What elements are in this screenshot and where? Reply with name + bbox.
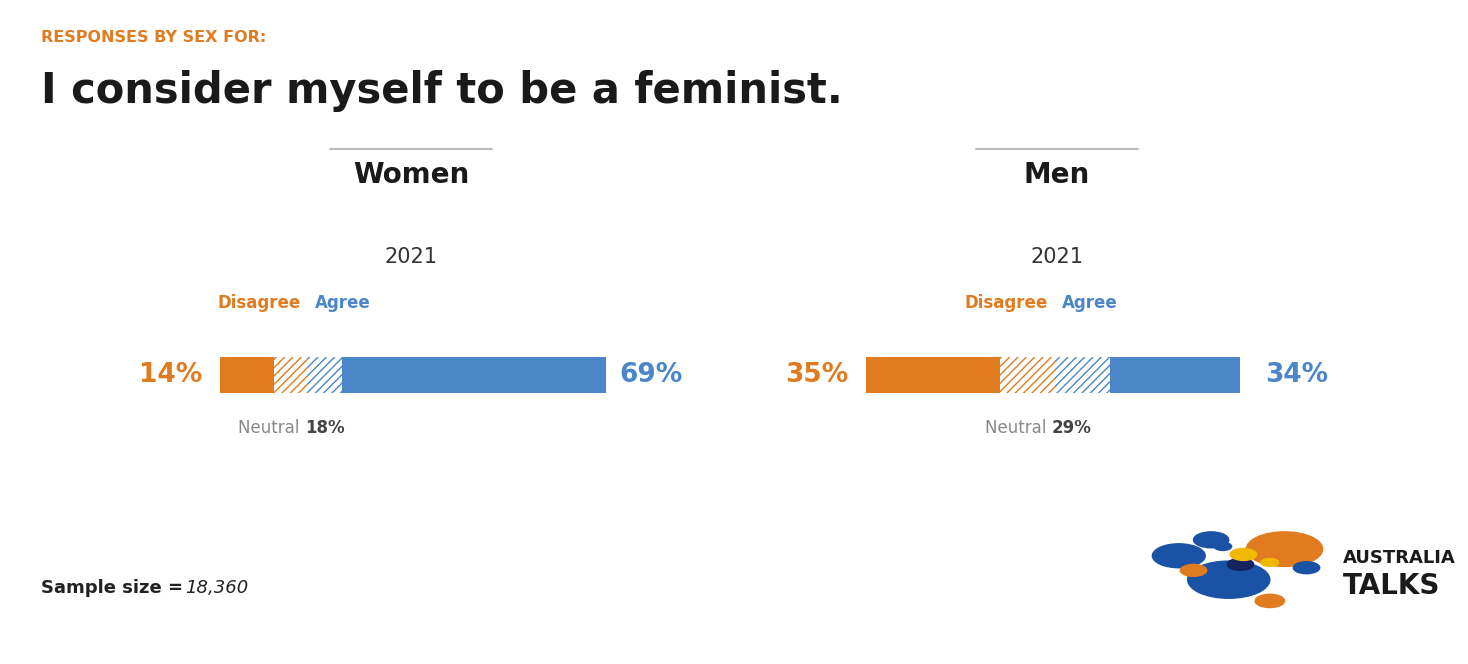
Text: Women: Women [352,161,470,189]
Bar [308,357,342,393]
Text: Neutral: Neutral [985,419,1053,437]
Text: 14%: 14% [139,362,203,388]
Text: 18,360: 18,360 [185,578,248,597]
Bar [1000,357,1055,393]
Circle shape [1193,532,1229,548]
Circle shape [1230,548,1257,560]
Text: 18%: 18% [305,419,345,437]
Text: 2021: 2021 [1031,247,1083,267]
Circle shape [1246,532,1323,566]
Bar [1110,357,1240,393]
Text: Disagree: Disagree [217,294,301,312]
Bar [220,357,273,393]
Text: 2021: 2021 [385,247,437,267]
Text: Agree: Agree [1063,294,1119,312]
Bar [1055,357,1110,393]
Text: Sample size =: Sample size = [41,578,189,597]
Circle shape [1227,558,1254,570]
Circle shape [1293,562,1320,574]
Text: 34%: 34% [1265,362,1329,388]
Text: I consider myself to be a feminist.: I consider myself to be a feminist. [41,70,843,112]
Bar [866,357,1000,393]
Bar [308,357,342,393]
Text: RESPONSES BY SEX FOR:: RESPONSES BY SEX FOR: [41,30,266,45]
Text: 35%: 35% [785,362,849,388]
Text: Disagree: Disagree [964,294,1048,312]
Circle shape [1180,564,1207,576]
Bar [273,357,308,393]
Circle shape [1214,542,1232,550]
Text: AUSTRALIA: AUSTRALIA [1343,548,1456,567]
Bar [342,357,606,393]
Text: Men: Men [1023,161,1091,189]
Circle shape [1152,544,1205,568]
Bar [273,357,308,393]
Bar [1000,357,1055,393]
Bar [1055,357,1110,393]
Text: Agree: Agree [316,294,371,312]
Text: Neutral: Neutral [238,419,305,437]
Text: 69%: 69% [619,362,683,388]
Text: 29%: 29% [1053,419,1092,437]
Circle shape [1261,558,1279,566]
Circle shape [1255,594,1284,608]
Circle shape [1188,561,1270,598]
Text: TALKS: TALKS [1343,572,1440,600]
